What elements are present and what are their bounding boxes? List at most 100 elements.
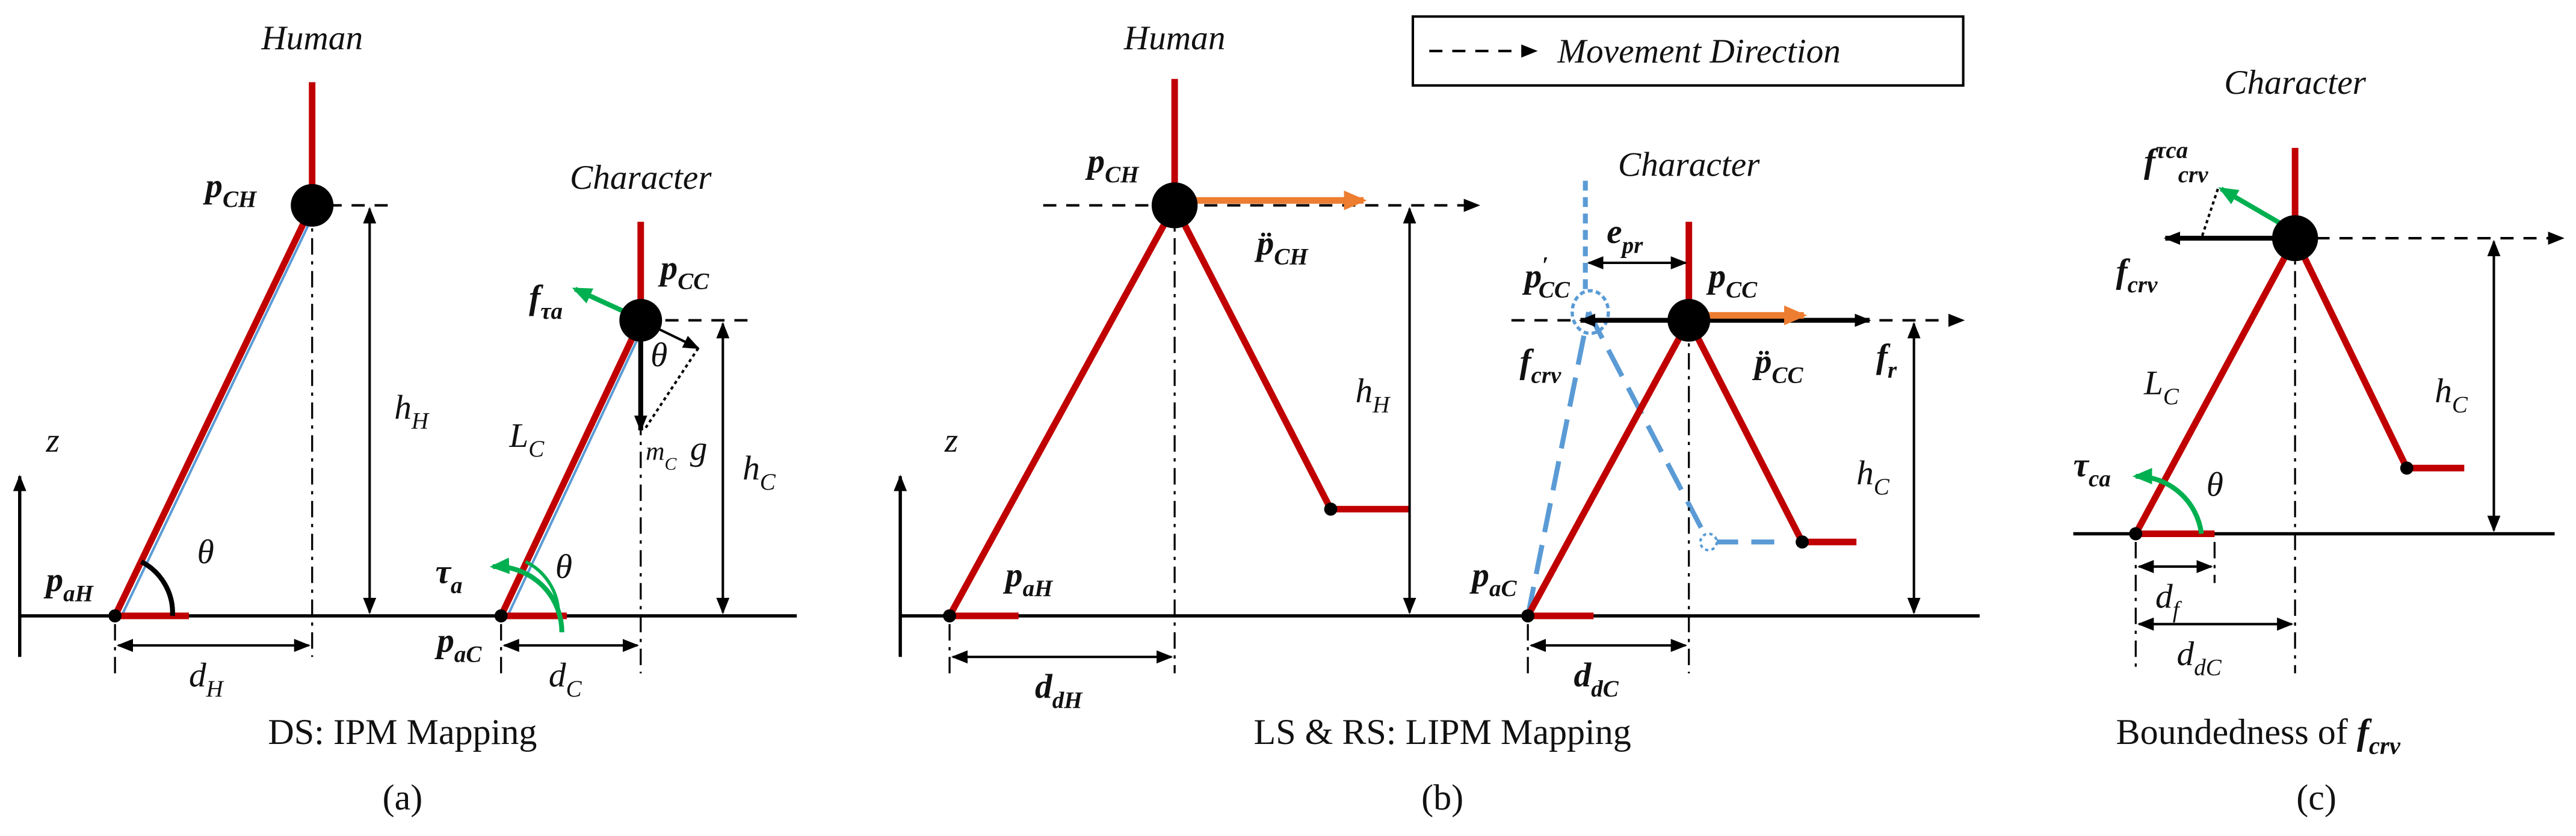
label-part: p [43, 561, 63, 599]
label: ddC [1574, 656, 1619, 701]
label-part: d [2155, 577, 2173, 615]
label-part: dC [1591, 676, 1619, 702]
label-part: z [944, 422, 958, 459]
label: θ [197, 533, 214, 571]
label-part: CC [1539, 277, 1571, 303]
label-part: aH [63, 580, 94, 606]
label: hC [1856, 455, 1890, 500]
label-part: Character [1618, 146, 1760, 183]
label-part: C [566, 676, 582, 702]
label-part: pr [1620, 233, 1643, 259]
label-part: crv [2369, 732, 2401, 759]
label: hC [2435, 372, 2468, 417]
label: fcrv [2116, 253, 2158, 298]
label-part: aH [1023, 576, 1054, 601]
label-part: C [1874, 474, 1890, 500]
label: fτca crv [2144, 137, 2208, 188]
label-part: p [1469, 556, 1489, 594]
label-part: θ [2207, 466, 2223, 504]
label-part: Character [2224, 64, 2366, 102]
label-part: h [1856, 455, 1874, 493]
label: paC [1469, 556, 1517, 601]
label: paH [1002, 556, 1054, 601]
label-part: C [2452, 392, 2468, 417]
label-part: θ [650, 336, 667, 374]
label: ddH [1035, 668, 1083, 713]
label: LC [2143, 364, 2179, 409]
label-part: τ [436, 553, 452, 591]
label-part: ca [2089, 466, 2111, 491]
label-part: g [690, 430, 708, 468]
label-part: d [1574, 656, 1592, 694]
label-part: CH [1274, 244, 1309, 270]
label: dC [549, 656, 582, 701]
label: τca [2074, 446, 2111, 491]
label-part: z [45, 422, 59, 459]
label-part: d [2177, 635, 2195, 673]
label-part: CC [1772, 362, 1804, 388]
label-part: e [1607, 213, 1622, 251]
panel-tag: (a) [383, 777, 423, 817]
label-part: CC [678, 269, 709, 295]
label: epr [1607, 213, 1643, 258]
label: g [690, 430, 708, 468]
label: pCH [1084, 143, 1140, 188]
label-part: d [1035, 668, 1053, 706]
label: z [45, 422, 59, 459]
label-part: p [658, 249, 678, 287]
label: paH [43, 561, 94, 606]
label: hC [743, 449, 776, 494]
caption-text: Boundedness of [2116, 712, 2348, 752]
label: fcrv [2357, 712, 2401, 759]
label-part: ′ [1542, 252, 1548, 278]
label-part: θ [197, 533, 214, 571]
label: θ [2207, 466, 2223, 504]
label-part: p [1705, 257, 1726, 295]
label: mC [646, 437, 678, 474]
label-part: h [743, 449, 760, 487]
label: Character [570, 159, 712, 197]
label: Human [261, 19, 363, 57]
label-part: h [394, 389, 412, 426]
panel-tag: (b) [1421, 777, 1463, 817]
label-part: H [206, 676, 224, 702]
label: paC [434, 622, 482, 667]
label-part: p [1002, 556, 1023, 594]
label: LC [508, 417, 545, 462]
label: p′ CC [1522, 252, 1571, 303]
label-part: p [202, 167, 223, 205]
caption: DS: IPM Mapping [268, 712, 537, 752]
panel-tag: (c) [2296, 777, 2337, 817]
label-part: f [2173, 597, 2182, 623]
label-part: H [411, 408, 430, 434]
label-part: L [2143, 364, 2163, 402]
label-part: p [434, 622, 454, 660]
label: fτa [529, 278, 563, 324]
label: Human [1123, 19, 1226, 57]
panel-c: Character fτca crv fcrv LC hC τca θ df dd… [2073, 64, 2565, 817]
label-part: CC [1726, 277, 1758, 303]
label: fr [1876, 338, 1897, 383]
label-part: τa [540, 298, 563, 324]
label-part: CH [1105, 162, 1140, 188]
label-part: p̈ [1752, 343, 1772, 381]
label: hH [1355, 372, 1391, 417]
label: p̈CH [1254, 224, 1309, 269]
label: pCH [202, 167, 258, 212]
label-part: r [1888, 357, 1897, 383]
label-part: h [2435, 372, 2452, 410]
label-part: aC [454, 641, 482, 667]
label-part: m [646, 437, 665, 466]
label: df [2155, 577, 2182, 622]
label: θ [650, 336, 667, 374]
label: Character [2224, 64, 2366, 102]
label-part: θ [555, 548, 572, 586]
legend-text: Movement Direction [1557, 32, 1841, 70]
label-part: crv [2178, 162, 2208, 188]
label-part: aC [1489, 576, 1517, 601]
label-part: p̈ [1254, 224, 1274, 262]
caption: LS & RS: LIPM Mapping [1254, 712, 1631, 752]
label: hH [394, 389, 430, 434]
label-part: p [1522, 257, 1542, 295]
